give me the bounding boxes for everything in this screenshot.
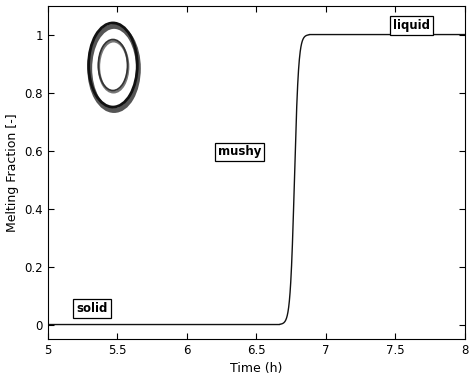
Text: liquid: liquid [393, 19, 430, 32]
Text: solid: solid [76, 302, 108, 315]
X-axis label: Time (h): Time (h) [230, 362, 283, 375]
Y-axis label: Melting Fraction [-]: Melting Fraction [-] [6, 113, 18, 232]
Text: mushy: mushy [218, 146, 261, 158]
